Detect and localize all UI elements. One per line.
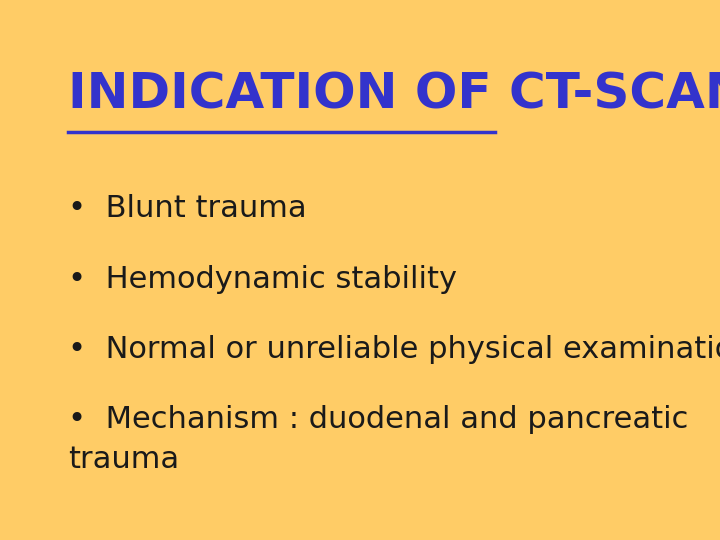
Text: •  Mechanism : duodenal and pancreatic
trauma: • Mechanism : duodenal and pancreatic tr… [68, 405, 688, 475]
Text: INDICATION OF CT-SCAN: INDICATION OF CT-SCAN [68, 70, 720, 118]
Text: •  Blunt trauma: • Blunt trauma [68, 194, 306, 224]
Text: •  Hemodynamic stability: • Hemodynamic stability [68, 265, 456, 294]
Text: •  Normal or unreliable physical examination: • Normal or unreliable physical examinat… [68, 335, 720, 364]
